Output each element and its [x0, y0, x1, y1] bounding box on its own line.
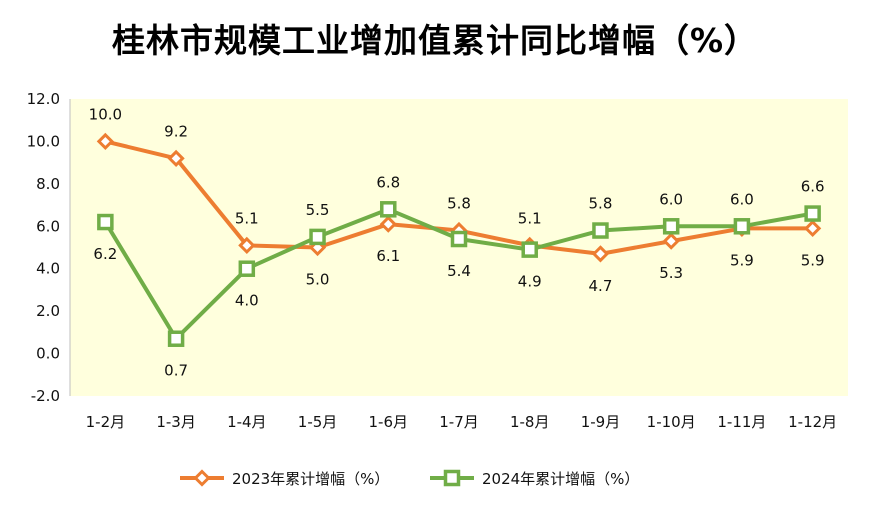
- series-2024-point: [238, 260, 256, 277]
- series-2023-label: 5.9: [801, 251, 825, 269]
- series-2024-label: 6.6: [801, 178, 825, 196]
- x-tick-label: 1-10月: [647, 413, 696, 431]
- series-2023-point: [804, 219, 822, 238]
- series-2024-label: 5.5: [306, 201, 330, 219]
- series-2023-label: 4.7: [589, 277, 613, 295]
- y-tick-label: 8.0: [36, 175, 60, 193]
- series-2023-label: 5.3: [659, 264, 683, 282]
- x-tick-label: 1-4月: [227, 413, 267, 431]
- series-2024-label: 5.8: [589, 195, 613, 213]
- series-2023-label: 6.1: [376, 247, 400, 265]
- series-2024-label: 4.0: [235, 292, 259, 310]
- series-2023-label: 5.8: [447, 195, 471, 213]
- series-2023-point: [238, 236, 256, 254]
- x-tick-label: 1-9月: [581, 413, 621, 431]
- chart-title: 桂林市规模工业增加值累计同比增幅（%）: [111, 21, 759, 60]
- y-tick-label: 4.0: [36, 260, 60, 278]
- series-2024-label: 6.0: [659, 190, 683, 208]
- series-2024-label: 6.2: [93, 245, 117, 263]
- plot-area: [70, 99, 848, 396]
- series-2024-point: [167, 330, 185, 347]
- series-2023-label: 5.1: [235, 209, 259, 227]
- series-2023-point: [167, 149, 185, 168]
- series-2023-point: [662, 232, 680, 250]
- series-2023-point: [379, 215, 397, 233]
- legend-2023-label: 2023年累计增幅（%）: [232, 470, 389, 488]
- series-2023-point: [96, 132, 114, 151]
- legend-2024-marker: [443, 469, 461, 487]
- legend-2024-label: 2024年累计增幅（%）: [482, 470, 639, 488]
- series-2024-point: [309, 228, 326, 246]
- series-2024-point: [592, 222, 609, 239]
- series-2024-point: [450, 230, 468, 248]
- y-tick-label: -2.0: [31, 387, 60, 405]
- series-2023-label: 5.1: [518, 209, 542, 227]
- y-tick-label: 2.0: [36, 302, 60, 320]
- series-2024-point: [804, 205, 821, 222]
- series-2024-point: [380, 201, 397, 218]
- series-2024-label: 5.4: [447, 262, 471, 280]
- x-tick-label: 1-8月: [510, 413, 550, 431]
- series-2023-label: 5.0: [306, 271, 330, 289]
- y-tick-label: 0.0: [36, 345, 60, 363]
- y-tick-label: 10.0: [27, 132, 60, 150]
- x-tick-label: 1-12月: [788, 413, 837, 431]
- series-2024-point: [662, 218, 680, 235]
- x-tick-label: 1-6月: [369, 413, 409, 431]
- x-tick-label: 1-7月: [439, 413, 479, 431]
- series-2023-label: 10.0: [89, 105, 122, 123]
- x-tick-label: 1-5月: [298, 413, 338, 431]
- series-2024-label: 4.9: [518, 273, 542, 291]
- series-2024-label: 0.7: [164, 362, 188, 380]
- legend-2023-marker: [193, 469, 211, 487]
- series-2023-label: 5.9: [730, 251, 754, 269]
- series-2024-point: [97, 213, 114, 231]
- x-tick-label: 1-11月: [717, 413, 766, 431]
- y-tick-label: 12.0: [27, 90, 60, 108]
- x-tick-label: 1-2月: [86, 413, 126, 431]
- series-2023-point: [591, 245, 610, 263]
- series-2024-point: [521, 241, 538, 258]
- series-2024-point: [733, 218, 751, 235]
- series-2023-label: 9.2: [164, 122, 188, 140]
- series-2024-label: 6.0: [730, 190, 754, 208]
- series-2024-label: 6.8: [376, 173, 400, 191]
- x-tick-label: 1-3月: [156, 413, 196, 431]
- y-tick-label: 6.0: [36, 217, 60, 235]
